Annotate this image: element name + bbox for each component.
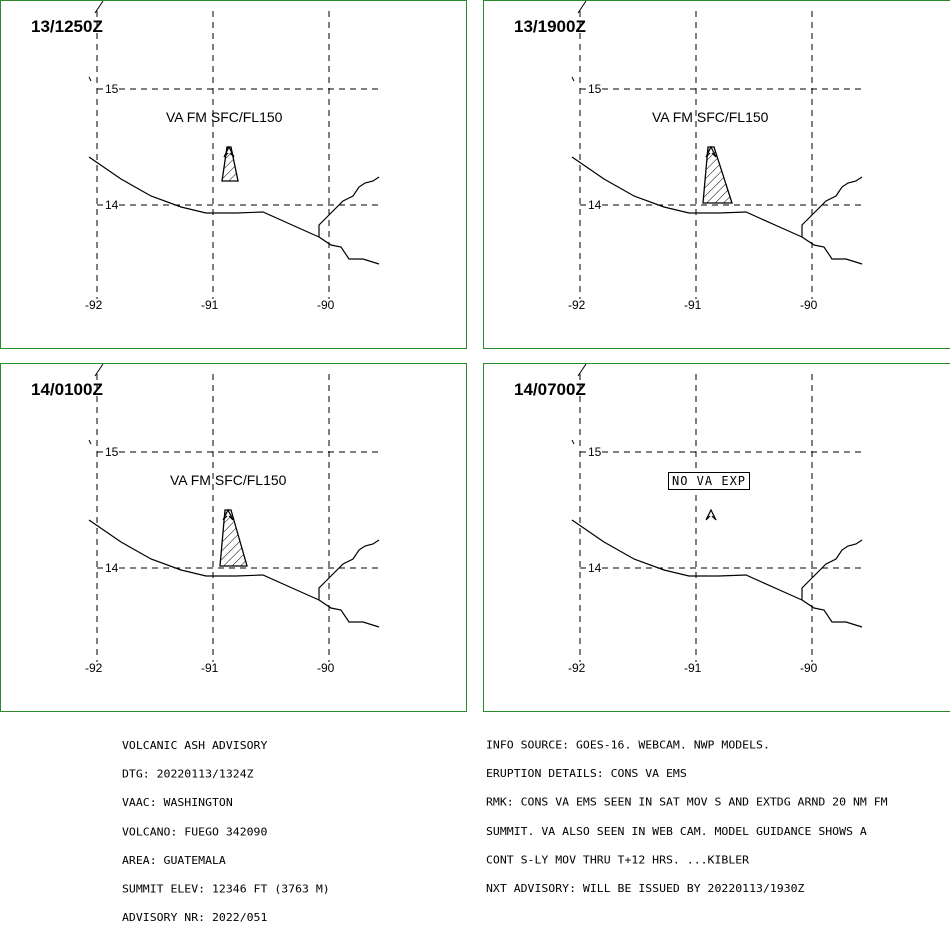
map-graphic <box>571 1 863 301</box>
advisory-line: VOLCANIC ASH ADVISORY <box>122 738 268 752</box>
lon-label-92: -92 <box>568 298 586 312</box>
coastline <box>88 156 380 265</box>
map-graphic <box>88 1 380 301</box>
map-graphic <box>571 364 863 664</box>
lon-label-91: -91 <box>201 298 219 312</box>
lat-label-14: 14 <box>105 198 119 212</box>
lon-label-90: -90 <box>317 298 335 312</box>
forecast-time: 13/1250Z <box>31 17 103 36</box>
lon-label-92: -92 <box>85 298 103 312</box>
map-panel-3: 14/0100Z 15 14 -92 -91 -90 VA FM SFC/FL1… <box>0 363 467 712</box>
coastline-fragment <box>577 364 587 377</box>
volcano-icon <box>223 145 235 158</box>
advisory-line: SUMMIT. VA ALSO SEEN IN WEB CAM. MODEL G… <box>486 823 867 838</box>
lon-label-91: -91 <box>684 661 702 675</box>
advisory-line: VOLCANO: FUEGO 342090 <box>122 824 268 838</box>
advisory-line: AREA: GUATEMALA <box>122 853 226 867</box>
lat-label-15: 15 <box>105 445 119 459</box>
advisory-line: NXT ADVISORY: WILL BE ISSUED BY 20220113… <box>486 881 805 895</box>
coastline-fragment <box>571 76 575 82</box>
coastline-fragment <box>577 1 587 14</box>
lat-label-14: 14 <box>588 198 602 212</box>
advisory-line: CONT S-LY MOV THRU T+12 HRS. ...KIBLER <box>486 852 750 866</box>
ash-cloud-area <box>221 146 239 182</box>
coastline-fragment <box>88 439 92 445</box>
forecast-time: 13/1900Z <box>514 17 586 36</box>
advisory-line: ERUPTION DETAILS: CONS VA EMS <box>486 766 687 780</box>
lat-label-15: 15 <box>105 82 119 96</box>
lat-label-14: 14 <box>588 561 602 575</box>
lon-label-91: -91 <box>201 661 219 675</box>
lat-label-14: 14 <box>105 561 119 575</box>
map-panel-4: 14/0700Z 15 14 -92 -91 -90 NO VA EXP <box>483 363 950 712</box>
map-panel-1: 13/1250Z 15 14 -92 -91 -90 VA FM SFC/FL1… <box>0 0 467 349</box>
volcano-icon <box>705 145 717 158</box>
lon-label-90: -90 <box>800 661 818 675</box>
coastline-fragment <box>94 1 104 14</box>
lon-label-92: -92 <box>568 661 586 675</box>
ash-cloud-area <box>702 146 733 204</box>
lon-label-90: -90 <box>800 298 818 312</box>
coastline-fragment <box>88 76 92 82</box>
map-graphic <box>88 364 380 664</box>
advisory-header-block: VOLCANIC ASH ADVISORY DTG: 20220113/1324… <box>122 722 330 932</box>
forecast-time: 14/0700Z <box>514 380 586 399</box>
coastline <box>571 156 863 265</box>
volcano-icon <box>705 508 717 521</box>
advisory-line: DTG: 20220113/1324Z <box>122 767 254 781</box>
lat-label-15: 15 <box>588 82 602 96</box>
va-label: VA FM SFC/FL150 <box>652 109 769 125</box>
lon-label-91: -91 <box>684 298 702 312</box>
lat-label-15: 15 <box>588 445 602 459</box>
advisory-line: VAAC: WASHINGTON <box>122 795 233 810</box>
va-label: VA FM SFC/FL150 <box>166 109 283 125</box>
advisory-line: SUMMIT ELEV: 12346 FT (3763 M) <box>122 882 330 896</box>
map-panel-2: 13/1900Z 15 14 -92 -91 -90 VA FM SFC/FL1… <box>483 0 950 349</box>
ash-cloud-area <box>219 509 248 567</box>
va-label: VA FM SFC/FL150 <box>170 472 287 488</box>
coastline-fragment <box>94 364 104 377</box>
volcano-icon <box>222 508 234 521</box>
forecast-time: 14/0100Z <box>31 380 103 399</box>
advisory-line: ADVISORY NR: 2022/051 <box>122 910 268 925</box>
advisory-line: RMK: CONS VA EMS SEEN IN SAT MOV S AND E… <box>486 795 888 809</box>
coastline <box>88 519 380 628</box>
lon-label-90: -90 <box>317 661 335 675</box>
coastline <box>571 519 863 628</box>
advisory-line: INFO SOURCE: GOES-16. WEBCAM. NWP MODELS… <box>486 737 770 752</box>
lon-label-92: -92 <box>85 661 103 675</box>
coastline-fragment <box>571 439 575 445</box>
no-va-expected-box: NO VA EXP <box>668 472 751 490</box>
